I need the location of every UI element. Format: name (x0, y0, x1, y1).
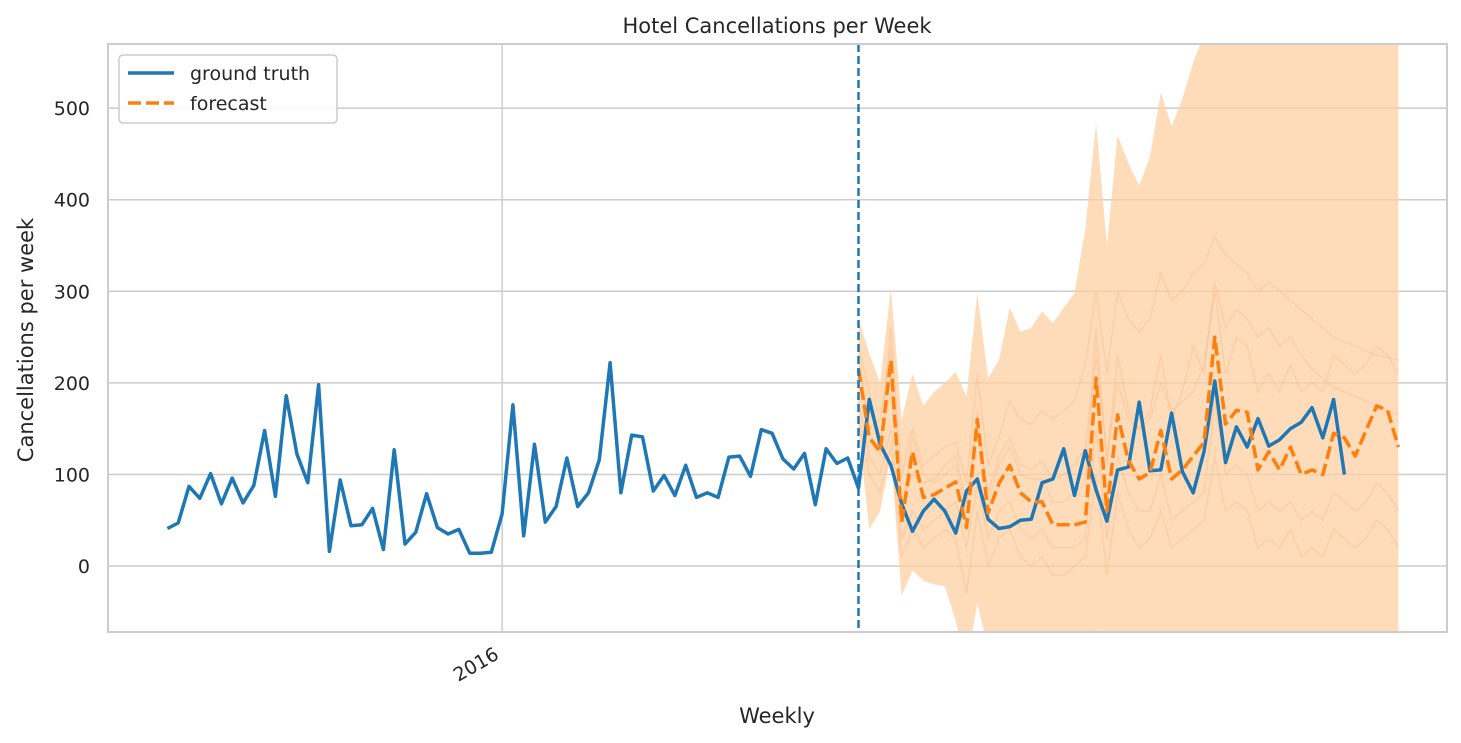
y-tick-label: 200 (54, 373, 90, 395)
plot-frame (107, 43, 1448, 633)
forecast-sample-path (857, 291, 1399, 512)
y-tick-label: 400 (54, 190, 90, 212)
forecast-sample-path (857, 401, 1399, 549)
legend: ground truth forecast (118, 54, 338, 124)
y-axis-title: Cancellations per week (14, 217, 38, 462)
forecast-sample-path (857, 234, 1399, 484)
forecast-band (858, 44, 1399, 632)
x-axis-ticks: 2016 (450, 643, 503, 686)
forecast-band-area (858, 44, 1399, 632)
legend-label-forecast: forecast (190, 93, 267, 115)
x-tick-label: 2016 (450, 643, 503, 686)
series (166, 335, 1401, 555)
x-axis-title: Weekly (739, 704, 815, 728)
chart-title: Hotel Cancellations per Week (622, 14, 932, 38)
y-tick-label: 0 (78, 556, 90, 578)
series-line-forecast (856, 335, 1401, 530)
y-axis-ticks: 0 100 200 300 400 500 (54, 98, 90, 578)
y-tick-label: 300 (54, 281, 90, 303)
y-tick-label: 500 (54, 98, 90, 120)
y-tick-label: 100 (54, 464, 90, 486)
series-line-ground-truth (166, 360, 1347, 555)
legend-label-ground-truth: ground truth (190, 63, 310, 85)
forecast-sample-path (857, 419, 1399, 594)
forecast-sample-path (857, 281, 1399, 503)
forecast-samples (857, 234, 1399, 594)
